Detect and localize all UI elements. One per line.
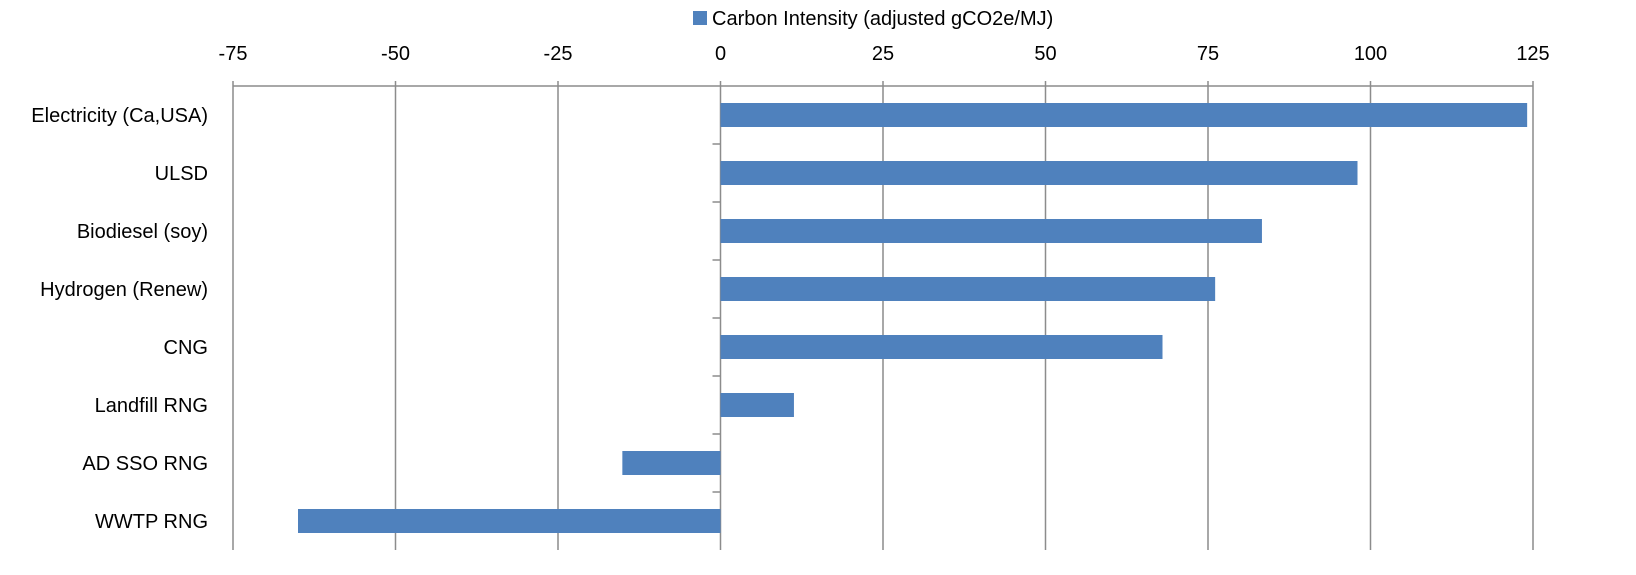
legend-swatch [693, 11, 707, 25]
bar [720, 161, 1358, 185]
category-label: WWTP RNG [95, 511, 208, 533]
x-tick-label: 100 [1354, 43, 1387, 65]
x-tick-label: -75 [219, 43, 248, 65]
x-tick-label: 0 [715, 43, 726, 65]
category-label: AD SSO RNG [82, 453, 208, 475]
category-labels: Electricity (Ca,USA) ULSD Biodiesel (soy) H… [31, 105, 208, 533]
bar [720, 219, 1262, 243]
bar [622, 451, 721, 475]
category-label: Biodiesel (soy) [77, 221, 208, 243]
category-label: CNG [164, 337, 208, 359]
grid [232, 81, 1534, 550]
bar [720, 277, 1216, 301]
bar [720, 335, 1163, 359]
category-label: Landfill RNG [95, 395, 208, 417]
bar [720, 103, 1528, 127]
x-tick-label: -25 [544, 43, 573, 65]
bars [298, 103, 1528, 533]
legend: Carbon Intensity (adjusted gCO2e/MJ) [693, 8, 1053, 30]
category-label: Hydrogen (Renew) [40, 279, 208, 301]
x-tick-label: 75 [1197, 43, 1219, 65]
x-tick-label: 125 [1516, 43, 1549, 65]
legend-label: Carbon Intensity (adjusted gCO2e/MJ) [712, 8, 1053, 30]
bar [298, 509, 721, 533]
category-label: Electricity (Ca,USA) [31, 105, 208, 127]
category-label: ULSD [155, 163, 208, 185]
x-tick-labels: -75 -50 -25 0 25 50 75 100 125 [219, 43, 1550, 65]
x-tick-label: 25 [872, 43, 894, 65]
x-tick-label: 50 [1034, 43, 1056, 65]
x-tick-label: -50 [381, 43, 410, 65]
y-axis [712, 81, 722, 550]
bar [720, 393, 794, 417]
